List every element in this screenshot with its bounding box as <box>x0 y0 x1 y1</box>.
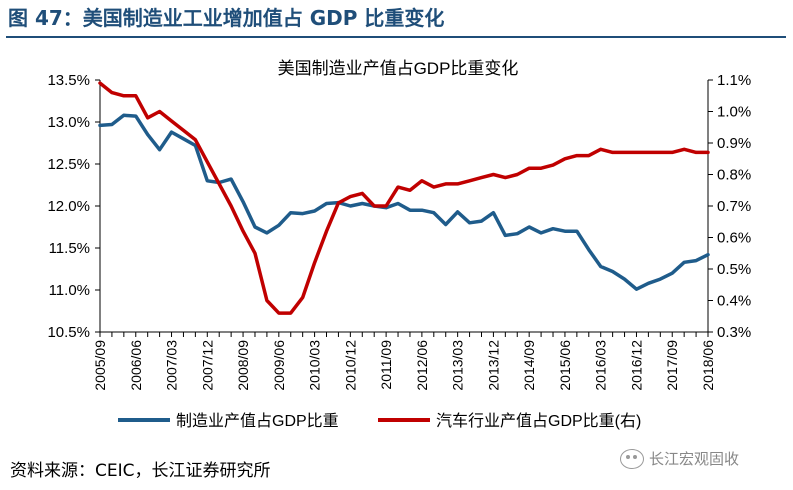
x-tick-label: 2005/09 <box>92 340 108 391</box>
y-right-tick-label: 0.9% <box>717 135 751 152</box>
x-tick-label: 2016/12 <box>628 340 644 391</box>
x-tick-label: 2007/03 <box>164 340 180 391</box>
y-left-tick-label: 12.0% <box>47 198 90 215</box>
x-tick-label: 2014/09 <box>521 340 537 391</box>
title-divider <box>6 36 786 38</box>
y-right-tick-label: 0.8% <box>717 167 751 184</box>
x-tick-label: 2007/12 <box>199 340 215 391</box>
x-tick-label: 2008/09 <box>235 340 251 391</box>
figure-title: 图 47：美国制造业工业增加值占 GDP 比重变化 <box>8 6 445 30</box>
y-left-tick-label: 10.5% <box>47 324 90 341</box>
y-right-tick-label: 0.7% <box>717 198 751 215</box>
x-tick-label: 2011/09 <box>378 340 394 390</box>
chart-series <box>98 81 710 315</box>
wechat-icon <box>620 448 644 469</box>
y-left-tick-label: 11.5% <box>49 240 90 257</box>
source-note: 资料来源：CEIC，长江证券研究所 <box>10 461 271 481</box>
x-tick-label: 2006/06 <box>128 340 144 391</box>
y-right-tick-label: 1.1% <box>717 72 751 89</box>
y-left-tick-label: 13.0% <box>47 114 90 131</box>
watermark: 长江宏观固收 <box>620 448 739 469</box>
y-left-tick-label: 12.5% <box>47 156 90 173</box>
line-chart: 美国制造业产值占GDP比重变化 10.5% 11.0% 11.5% 12.0% 12.5… <box>47 59 751 430</box>
x-tick-label: 2018/06 <box>700 340 716 391</box>
x-tick-label: 2013/12 <box>485 340 501 391</box>
series-line-manufacturing <box>98 113 710 291</box>
legend-label-manufacturing: 制造业产值占GDP比重 <box>176 412 339 430</box>
x-tick-label: 2013/03 <box>450 340 466 391</box>
chart-title: 美国制造业产值占GDP比重变化 <box>278 59 519 78</box>
y-right-tick-label: 1.0% <box>717 104 751 121</box>
legend-label-auto: 汽车行业产值占GDP比重(右) <box>436 412 641 430</box>
x-tick-label: 2012/06 <box>414 340 430 391</box>
x-tick-label: 2017/09 <box>664 340 680 391</box>
y-right-tick-label: 0.6% <box>717 230 751 247</box>
series-line-auto <box>98 81 710 315</box>
chart-legend: 制造业产值占GDP比重 汽车行业产值占GDP比重(右) <box>118 412 641 430</box>
chart-axes: 10.5% 11.0% 11.5% 12.0% 12.5% 13.0% 13.5% 0.3% 0… <box>47 72 751 391</box>
x-tick-label: 2010/03 <box>307 340 323 391</box>
y-right-tick-label: 0.4% <box>717 293 751 310</box>
y-right-tick-label: 0.3% <box>717 324 751 341</box>
x-tick-label: 2016/03 <box>593 340 609 391</box>
x-tick-label: 2015/06 <box>557 340 573 391</box>
x-tick-label: 2010/12 <box>342 340 358 391</box>
y-right-tick-label: 0.5% <box>717 261 751 278</box>
y-left-tick-label: 11.0% <box>49 282 90 299</box>
watermark-text: 长江宏观固收 <box>649 450 740 468</box>
x-tick-label: 2009/06 <box>271 340 287 391</box>
y-left-tick-label: 13.5% <box>47 72 90 89</box>
